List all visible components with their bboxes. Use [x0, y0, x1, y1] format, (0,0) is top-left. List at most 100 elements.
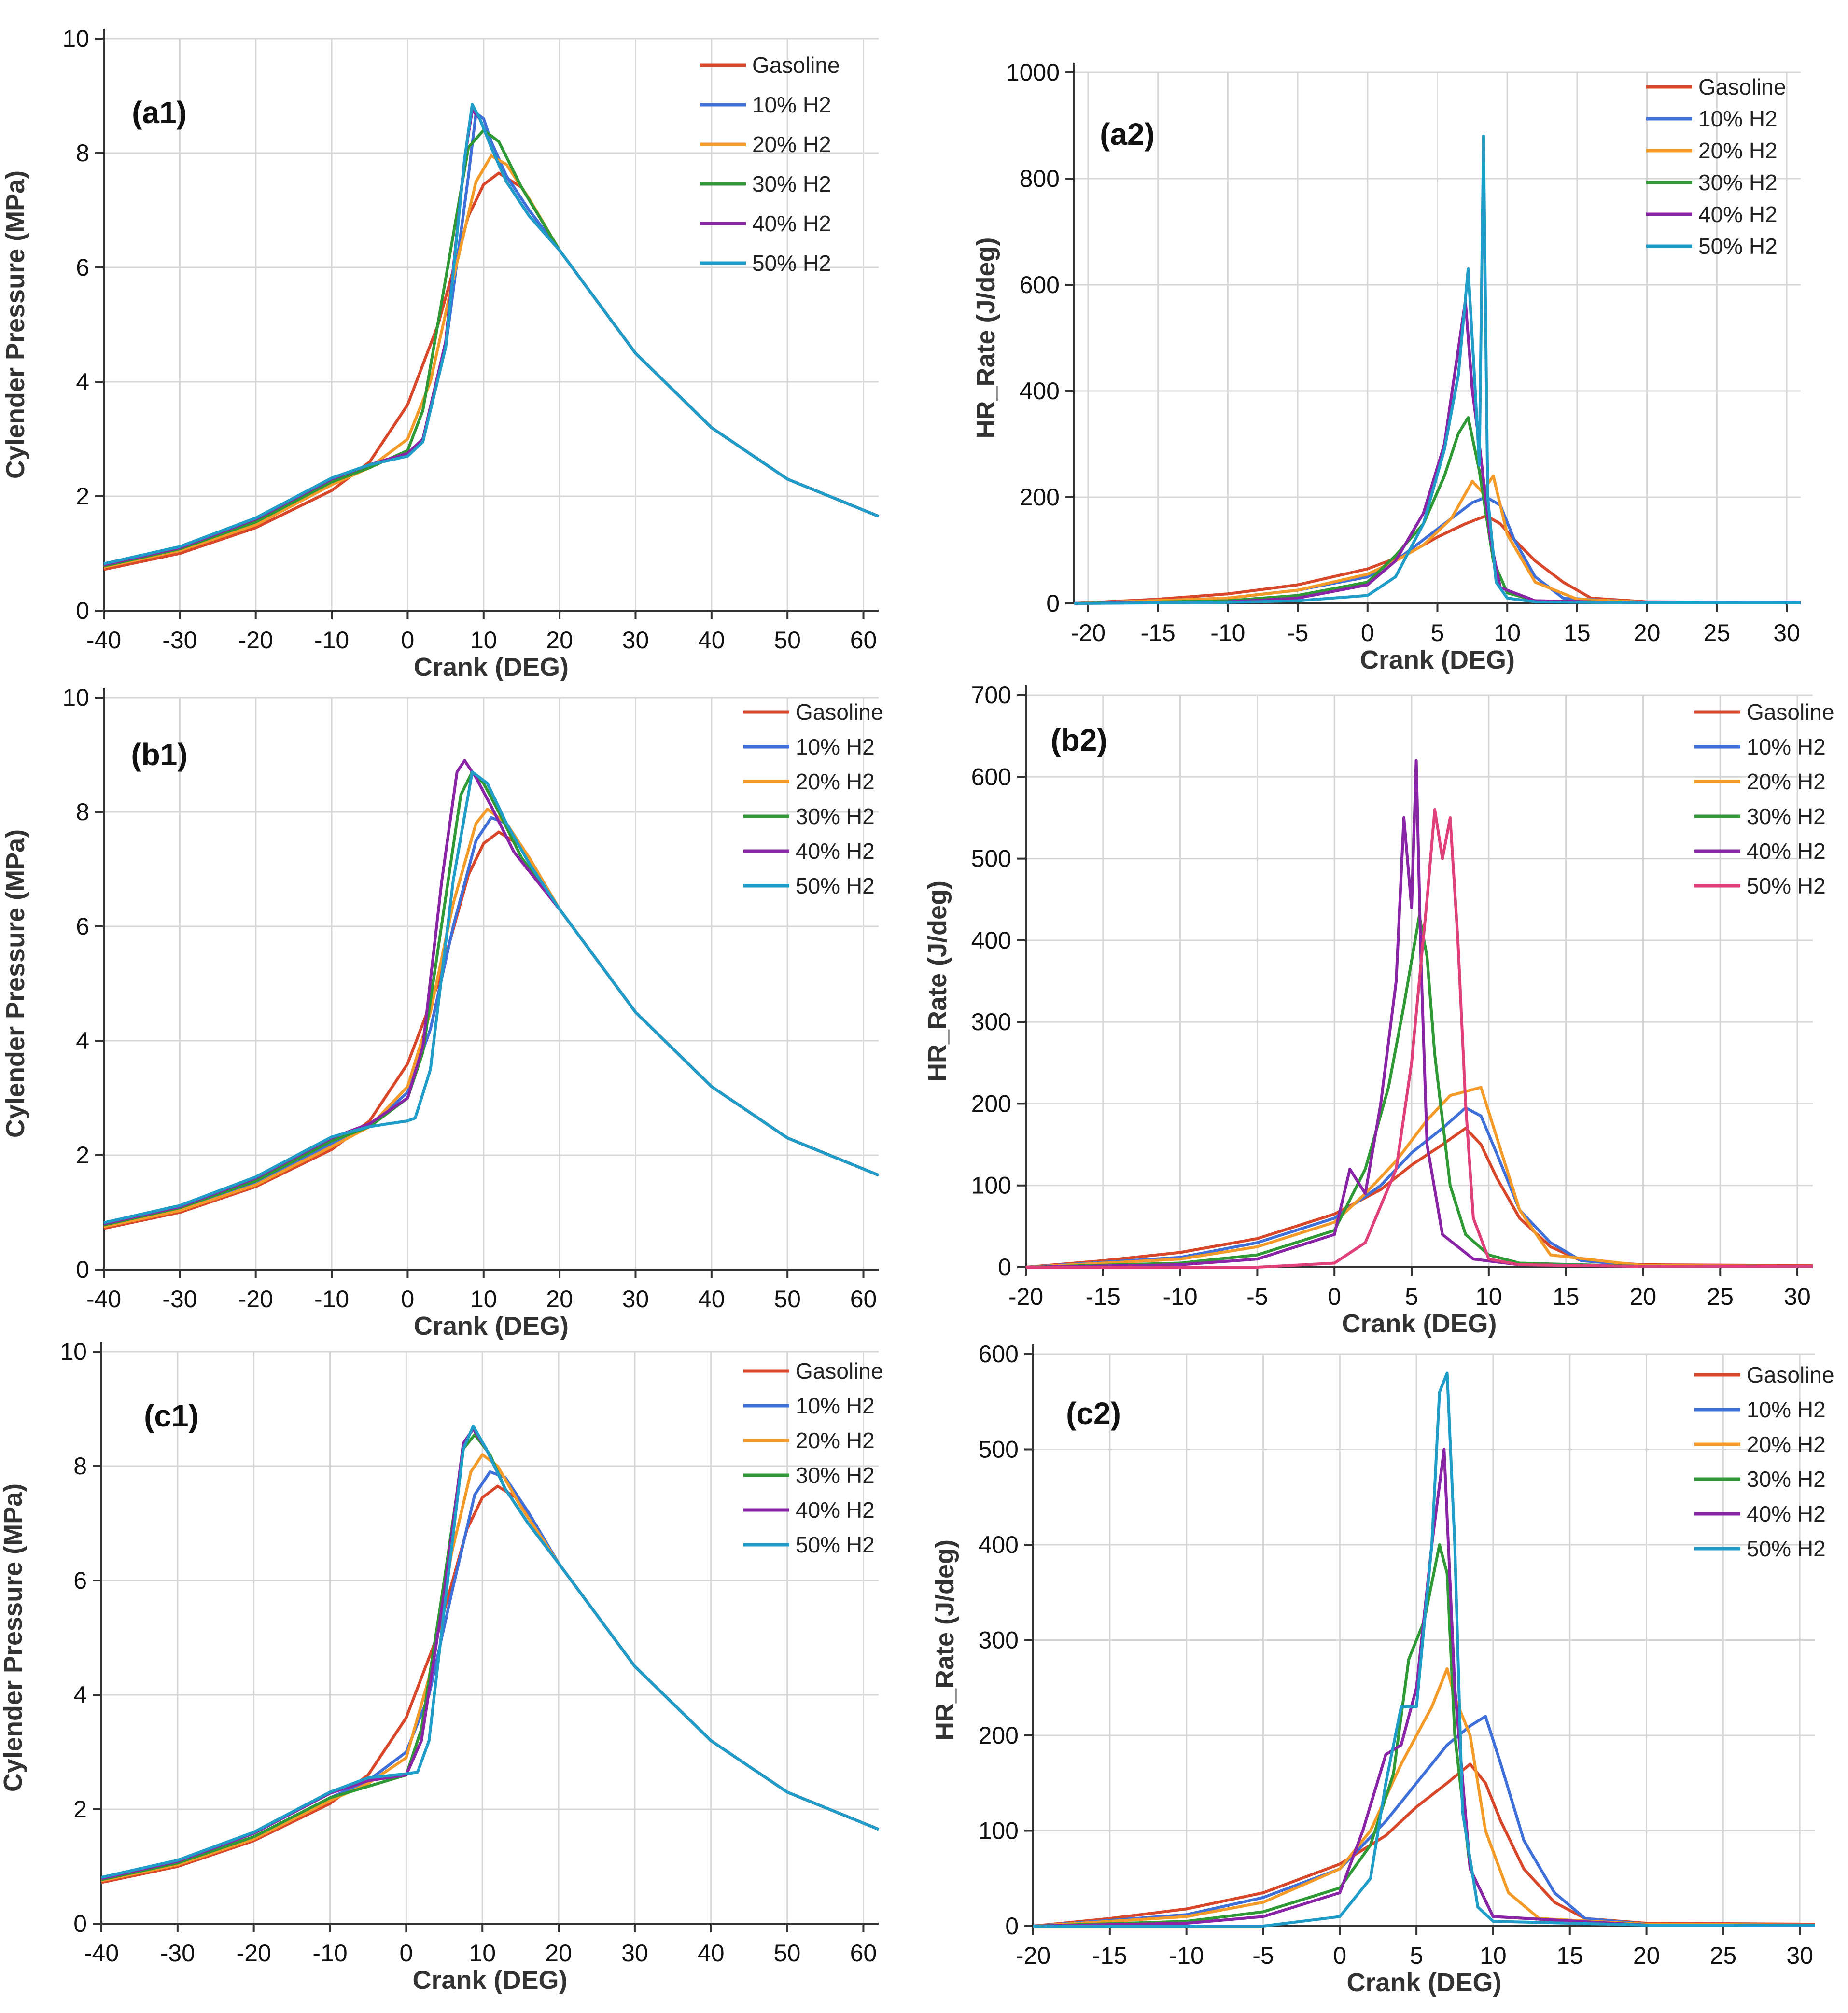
x-tick-label: 30 [622, 1286, 649, 1313]
y-axis-title: HR_Rate (J/deg) [923, 881, 952, 1082]
legend-label: 20% H2 [1698, 138, 1778, 163]
x-tick-label: -15 [1092, 1942, 1127, 1969]
y-tick-label: 6 [73, 1567, 87, 1594]
x-tick-label: 10 [469, 1940, 496, 1967]
x-tick-label: -20 [238, 1286, 273, 1313]
y-tick-label: 2 [76, 1142, 89, 1169]
legend-label: 50% H2 [1747, 1536, 1826, 1561]
x-tick-label: -40 [84, 1940, 119, 1967]
x-tick-label: 25 [1707, 1283, 1734, 1310]
y-tick-label: 800 [1020, 165, 1060, 192]
panel-label: (c2) [1066, 1396, 1121, 1431]
x-tick-label: 30 [621, 1940, 648, 1967]
series-line-gasoline [1074, 514, 1801, 605]
x-tick-label: 50 [774, 1286, 801, 1313]
x-tick-label: 5 [1431, 619, 1444, 646]
legend-label: 10% H2 [1747, 734, 1826, 759]
x-tick-label: 20 [546, 1286, 573, 1313]
series-line-20-h2 [1074, 475, 1801, 605]
x-tick-label: -10 [1162, 1283, 1197, 1310]
legend-label: 30% H2 [1747, 1467, 1826, 1492]
x-tick-label: 30 [1784, 1283, 1811, 1310]
x-tick-label: 20 [545, 1940, 572, 1967]
x-tick-label: 0 [1328, 1283, 1341, 1310]
y-axis-title: HR_Rate (J/deg) [930, 1539, 959, 1741]
y-tick-label: 300 [979, 1627, 1019, 1654]
y-tick-label: 4 [73, 1681, 87, 1708]
x-tick-label: 20 [546, 627, 573, 654]
legend-label: 40% H2 [796, 1497, 875, 1523]
x-tick-label: 10 [1494, 619, 1521, 646]
y-tick-label: 300 [971, 1008, 1011, 1035]
series-line-40-h2 [101, 1427, 880, 1880]
x-tick-label: -30 [162, 627, 197, 654]
legend-label: 20% H2 [752, 132, 831, 157]
x-tick-label: 15 [1564, 619, 1591, 646]
legend-label: 30% H2 [752, 171, 831, 196]
series-line-20-h2 [1033, 1667, 1816, 1928]
x-tick-label: 40 [698, 1940, 725, 1967]
legend-label: Gasoline [1698, 74, 1786, 99]
y-tick-label: 2 [73, 1796, 87, 1823]
x-tick-label: -20 [1071, 619, 1106, 646]
x-tick-label: -20 [238, 627, 273, 654]
y-tick-label: 1000 [1006, 59, 1060, 86]
y-axis-title: Cylender Pressure (MPa) [1, 170, 30, 479]
x-tick-label: 5 [1410, 1942, 1423, 1969]
y-tick-label: 6 [76, 254, 89, 281]
y-tick-label: 4 [76, 368, 89, 395]
series-line-10-h2 [1033, 1715, 1816, 1928]
x-axis-title: Crank (DEG) [414, 1312, 569, 1341]
x-tick-label: 20 [1630, 1283, 1657, 1310]
series-line-gasoline [103, 830, 880, 1230]
x-axis-title: Crank (DEG) [1342, 1309, 1497, 1338]
x-tick-label: -15 [1086, 1283, 1120, 1310]
series-line-50-h2 [1026, 808, 1813, 1269]
x-tick-label: 5 [1405, 1283, 1418, 1310]
x-tick-label: -5 [1246, 1283, 1268, 1310]
legend-label: Gasoline [1747, 699, 1834, 725]
x-axis-title: Crank (DEG) [414, 653, 569, 682]
x-tick-label: -20 [1016, 1942, 1050, 1969]
legend-label: Gasoline [1747, 1362, 1834, 1387]
legend-label: 50% H2 [1747, 873, 1826, 898]
x-tick-label: 60 [850, 1940, 877, 1967]
y-tick-label: 6 [76, 913, 89, 940]
x-tick-label: 20 [1633, 1942, 1660, 1969]
chart-c2: -20 -15 -10 -5 0 5 10 15 20 25 3001002003004005006… [930, 1341, 1834, 1997]
series-line-40-h2 [1025, 759, 1813, 1269]
legend-label: 40% H2 [796, 839, 875, 864]
y-tick-label: 0 [998, 1254, 1011, 1281]
panel-label: (a2) [1100, 117, 1155, 152]
y-axis-title: HR_Rate (J/deg) [971, 237, 1000, 438]
series-line-20-h2 [1025, 1086, 1813, 1269]
y-tick-label: 0 [76, 1256, 89, 1283]
legend-label: 10% H2 [752, 92, 831, 117]
x-tick-label: 10 [470, 1286, 497, 1313]
series-line-30-h2 [103, 770, 880, 1227]
x-tick-label: 50 [774, 627, 801, 654]
x-tick-label: 0 [401, 627, 415, 654]
legend-label: 10% H2 [796, 734, 875, 759]
x-tick-label: -30 [162, 1286, 197, 1313]
series-line-50-h2 [1033, 1371, 1815, 1928]
y-tick-label: 700 [971, 682, 1011, 709]
x-tick-label: -20 [1008, 1283, 1043, 1310]
legend-label: 20% H2 [796, 769, 875, 794]
legend-label: 20% H2 [1747, 769, 1826, 794]
legend-label: 20% H2 [796, 1428, 875, 1453]
y-tick-label: 500 [979, 1436, 1019, 1463]
x-tick-label: -10 [312, 1940, 347, 1967]
y-tick-label: 8 [76, 140, 89, 167]
y-tick-label: 10 [60, 1338, 87, 1365]
y-tick-label: 200 [979, 1722, 1019, 1749]
x-tick-label: 40 [698, 627, 725, 654]
x-tick-label: 0 [1333, 1942, 1346, 1969]
y-axis-title: Cylender Pressure (MPa) [0, 1483, 28, 1792]
y-tick-label: 4 [76, 1027, 89, 1054]
legend-label: 30% H2 [796, 1463, 875, 1488]
x-tick-label: -10 [314, 627, 349, 654]
x-tick-label: -5 [1252, 1942, 1274, 1969]
